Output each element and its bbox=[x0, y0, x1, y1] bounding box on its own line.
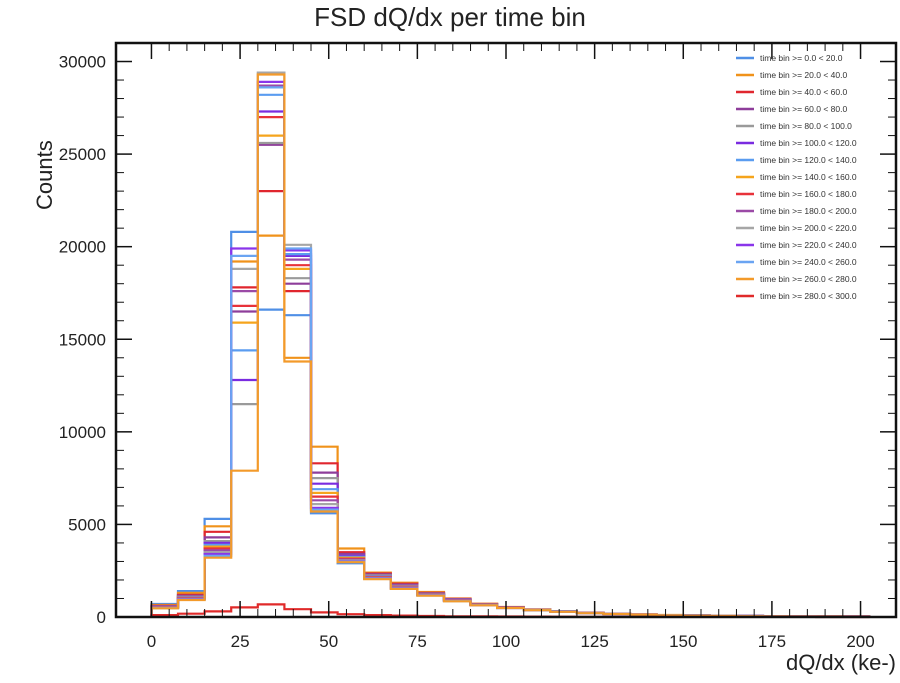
y-tick-label: 25000 bbox=[59, 145, 106, 164]
axes-layer: 0 25 50 75 100 125 150 175 200 0 5000 10000 15000 200… bbox=[59, 41, 898, 651]
x-tick-label: 175 bbox=[758, 632, 786, 651]
y-tick-label: 30000 bbox=[59, 53, 106, 72]
legend-label-12: time bin >= 240.0 < 260.0 bbox=[760, 257, 857, 267]
y-tick-label: 15000 bbox=[59, 330, 106, 349]
y-tick-label: 20000 bbox=[59, 238, 106, 257]
x-axis-label: dQ/dx (ke-) bbox=[785, 650, 896, 675]
y-tick-label: 0 bbox=[97, 608, 106, 627]
x-tick-label: 200 bbox=[846, 632, 874, 651]
legend-label-13: time bin >= 260.0 < 280.0 bbox=[760, 274, 857, 284]
legend-label-7: time bin >= 140.0 < 160.0 bbox=[760, 172, 857, 182]
x-tick-label: 25 bbox=[231, 632, 250, 651]
y-tick-label: 10000 bbox=[59, 423, 106, 442]
x-tick-label: 75 bbox=[408, 632, 427, 651]
x-tick-label: 0 bbox=[147, 632, 156, 651]
legend-label-9: time bin >= 180.0 < 200.0 bbox=[760, 206, 857, 216]
legend-label-6: time bin >= 120.0 < 140.0 bbox=[760, 155, 857, 165]
legend-label-8: time bin >= 160.0 < 180.0 bbox=[760, 189, 857, 199]
legend-label-14: time bin >= 280.0 < 300.0 bbox=[760, 291, 857, 301]
legend-label-1: time bin >= 20.0 < 40.0 bbox=[760, 70, 847, 80]
legend: time bin >= 0.0 < 20.0 time bin >= 20.0 <… bbox=[736, 53, 857, 301]
series-line-2 bbox=[150, 190, 871, 618]
series-line-12 bbox=[150, 86, 871, 618]
x-tick-label: 125 bbox=[580, 632, 608, 651]
legend-label-5: time bin >= 100.0 < 120.0 bbox=[760, 138, 857, 148]
x-tick-label: 150 bbox=[669, 632, 697, 651]
series-line-9 bbox=[150, 84, 871, 618]
chart-title: FSD dQ/dx per time bin bbox=[314, 2, 586, 32]
legend-label-11: time bin >= 220.0 < 240.0 bbox=[760, 240, 857, 250]
x-tick-label: 100 bbox=[492, 632, 520, 651]
y-tick-label: 5000 bbox=[68, 515, 106, 534]
legend-label-4: time bin >= 80.0 < 100.0 bbox=[760, 121, 852, 131]
series-line-0 bbox=[150, 230, 871, 618]
legend-label-3: time bin >= 60.0 < 80.0 bbox=[760, 104, 847, 114]
legend-label-0: time bin >= 0.0 < 20.0 bbox=[760, 53, 843, 63]
x-tick-label: 50 bbox=[319, 632, 338, 651]
series-line-5 bbox=[150, 110, 871, 618]
legend-label-10: time bin >= 200.0 < 220.0 bbox=[760, 223, 857, 233]
legend-label-2: time bin >= 40.0 < 60.0 bbox=[760, 87, 847, 97]
